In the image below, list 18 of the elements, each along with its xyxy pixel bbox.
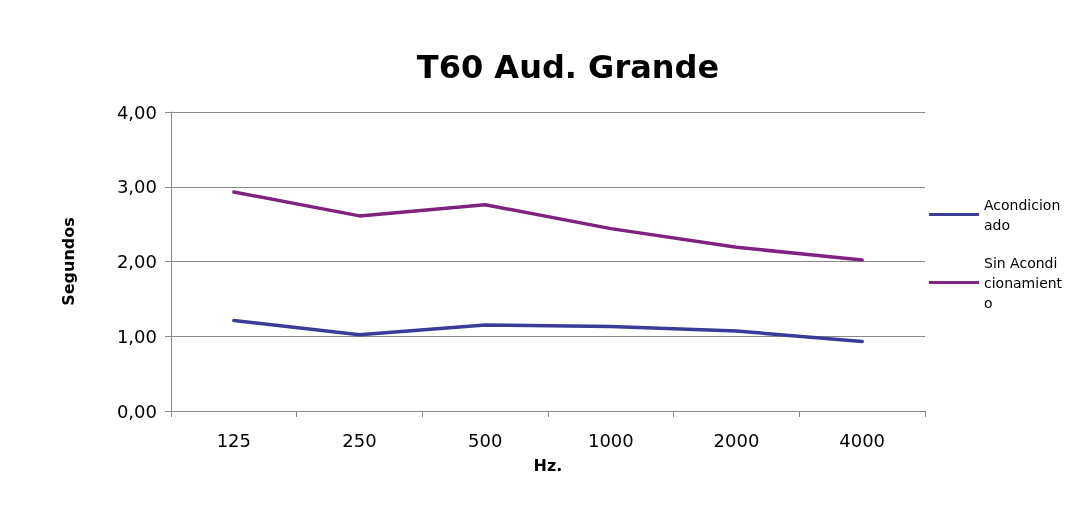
x-tick-label: 500 <box>467 429 503 451</box>
x-tick-label: 4000 <box>839 429 886 451</box>
y-tick-label: 1,00 <box>116 325 157 347</box>
y-tick-label: 4,00 <box>116 101 157 123</box>
y-tick-label: 2,00 <box>116 251 157 272</box>
y-axis-title: Segundos <box>58 217 78 306</box>
y-tick-label: 3,00 <box>116 176 157 198</box>
x-axis-title: Hz. <box>533 455 563 475</box>
x-tick-label: 250 <box>342 429 377 451</box>
legend-label: Acondicionado <box>984 196 1061 233</box>
line-series <box>232 190 864 262</box>
x-tick-label: 125 <box>216 429 252 451</box>
x-tick-label: 1000 <box>587 429 634 451</box>
chart-title: T60 Aud. Grande <box>416 48 720 86</box>
legend-label: Sin Acondicionamiento <box>984 254 1063 311</box>
y-tick-label: 0,00 <box>116 400 157 422</box>
line-series <box>232 318 864 344</box>
x-tick-label: 2000 <box>713 429 760 451</box>
